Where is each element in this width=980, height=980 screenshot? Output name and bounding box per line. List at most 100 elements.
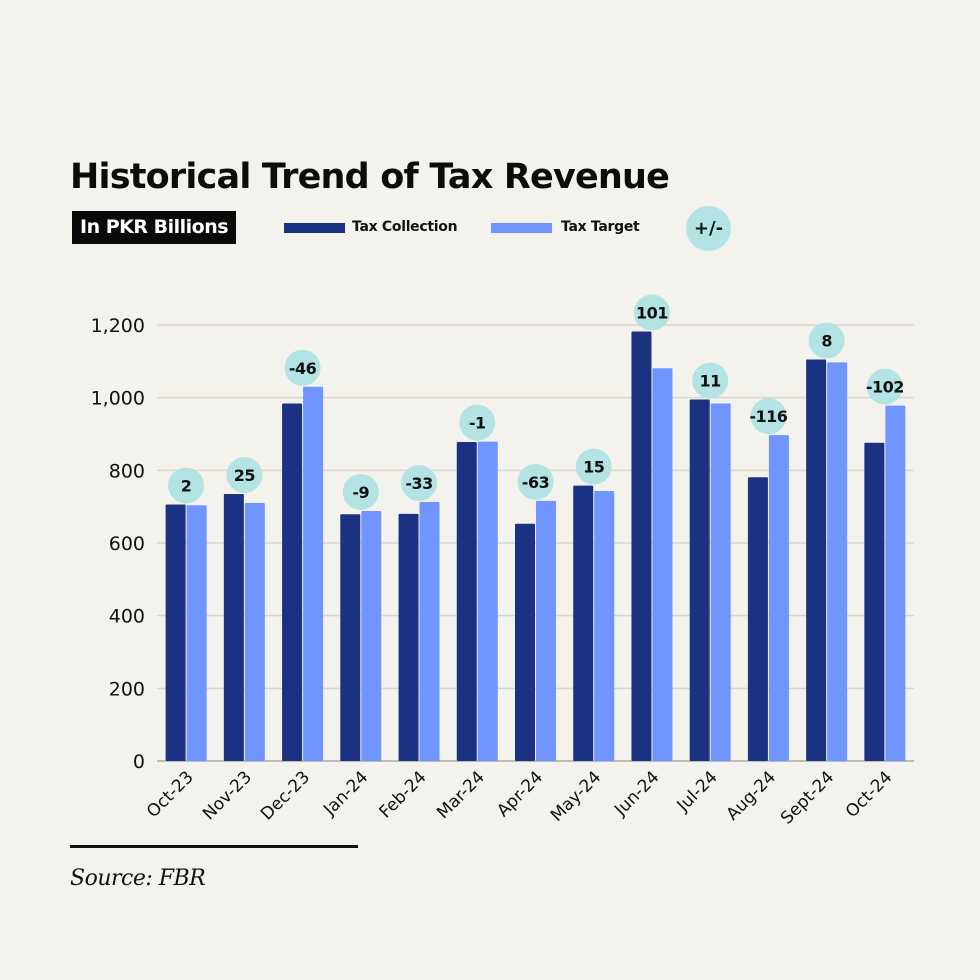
bar-tax-target xyxy=(303,386,324,761)
bar-tax-collection xyxy=(573,485,594,761)
x-tick-label: Oct-24 xyxy=(842,767,897,822)
bar-tax-collection xyxy=(165,504,186,761)
difference-badge: -102 xyxy=(866,368,904,405)
bar-tax-target xyxy=(361,511,382,761)
difference-badge: -63 xyxy=(517,463,554,500)
bar-tax-target xyxy=(594,491,615,761)
y-tick-label: 200 xyxy=(109,678,145,700)
bar-tax-target xyxy=(885,405,906,761)
y-axis-tick-labels: 0 200 400 600 800 1,000 1,200 xyxy=(91,315,145,773)
x-tick-label: Aug-24 xyxy=(723,767,780,824)
bar-tax-target xyxy=(827,362,848,761)
source-divider xyxy=(70,845,358,848)
y-tick-label: 1,200 xyxy=(91,315,145,337)
bar-tax-collection xyxy=(282,403,303,761)
x-tick-label: Sept-24 xyxy=(777,767,838,828)
difference-badge: -46 xyxy=(284,349,321,386)
difference-badge: -116 xyxy=(749,398,788,435)
bar-tax-target xyxy=(536,500,556,761)
unit-tag: In PKR Billions xyxy=(72,211,237,244)
x-axis-tick-labels: Oct-23 Nov-23 Dec-23 Jan-24 Feb-24 Mar-24 Apr-… xyxy=(143,767,896,828)
badge-label: 8 xyxy=(821,332,832,351)
bar-tax-target xyxy=(477,441,498,761)
badge-circle xyxy=(342,474,379,511)
badge-circle xyxy=(168,467,205,504)
source-note: Source: FBR xyxy=(70,866,206,891)
badge-circle xyxy=(401,464,438,501)
badge-label: 11 xyxy=(700,371,722,390)
bar-tax-collection xyxy=(689,399,710,761)
legend-swatch-tax-collection xyxy=(284,223,345,233)
badge-circle xyxy=(284,349,321,386)
legend-label-tax-collection: Tax Collection xyxy=(352,219,458,235)
x-tick-label: Jul-24 xyxy=(673,767,722,816)
difference-badge: 2 xyxy=(168,467,205,504)
bar-tax-target xyxy=(710,403,731,761)
badge-label: -1 xyxy=(469,414,486,433)
y-tick-label: 0 xyxy=(133,751,145,773)
badge-circle xyxy=(633,294,670,331)
y-tick-label: 400 xyxy=(109,606,145,628)
difference-badge: 25 xyxy=(226,456,263,493)
difference-badge: -9 xyxy=(342,474,379,511)
difference-badge: -1 xyxy=(459,404,496,441)
badge-circle xyxy=(866,368,903,405)
bar-tax-target xyxy=(768,435,789,761)
difference-badge: 11 xyxy=(692,362,729,399)
difference-badges: 2 25 -46 -9 -33 -1 -63 15 101 11 -116 8 -102 xyxy=(168,294,904,511)
badge-label: 25 xyxy=(234,466,256,485)
x-tick-label: Nov-23 xyxy=(199,767,256,824)
badge-circle xyxy=(692,362,729,399)
bar-tax-target xyxy=(419,501,440,761)
chart-title: Historical Trend of Tax Revenue xyxy=(70,157,670,197)
badge-circle xyxy=(750,398,787,435)
bar-tax-target xyxy=(186,505,207,761)
badge-label: 15 xyxy=(583,458,605,477)
badge-label: -33 xyxy=(405,474,432,493)
x-tick-label: Oct-23 xyxy=(143,767,198,822)
x-tick-label: Dec-23 xyxy=(257,767,314,824)
difference-badge: -33 xyxy=(401,464,438,501)
x-tick-label: Mar-24 xyxy=(433,767,489,823)
badge-label: -46 xyxy=(289,359,317,378)
badge-circle xyxy=(226,456,263,493)
bar-tax-collection xyxy=(223,493,244,761)
badge-label: -63 xyxy=(522,473,549,492)
badge-circle xyxy=(517,463,554,500)
badge-label: 101 xyxy=(636,304,668,323)
y-tick-label: 1,000 xyxy=(91,388,145,410)
legend-label-tax-target: Tax Target xyxy=(561,219,640,235)
difference-badge: 101 xyxy=(633,294,670,331)
y-tick-label: 800 xyxy=(109,460,145,482)
bar-tax-collection xyxy=(864,442,885,761)
badge-label: -116 xyxy=(749,407,787,426)
x-tick-label: Feb-24 xyxy=(376,767,431,822)
x-tick-label: Jun-24 xyxy=(610,767,663,820)
bars xyxy=(165,331,906,761)
bar-tax-collection xyxy=(747,477,768,761)
badge-label: -9 xyxy=(352,483,369,502)
gridlines xyxy=(157,324,914,762)
bar-tax-collection xyxy=(515,523,535,761)
bar-tax-collection xyxy=(806,359,827,761)
y-tick-label: 600 xyxy=(109,533,145,555)
legend-swatch-tax-target xyxy=(491,223,552,233)
bar-tax-collection xyxy=(340,514,361,761)
difference-badge: 8 xyxy=(808,322,845,359)
badge-label: -102 xyxy=(866,378,904,397)
x-tick-label: Apr-24 xyxy=(493,767,547,821)
badge-circle xyxy=(808,322,845,359)
badge-circle xyxy=(459,404,496,441)
badge-circle xyxy=(575,448,612,485)
bar-tax-collection xyxy=(398,513,419,761)
bar-tax-collection xyxy=(456,441,477,761)
x-tick-label: Jan-24 xyxy=(319,767,372,820)
badge-label: 2 xyxy=(181,476,192,495)
x-tick-label: May-24 xyxy=(547,767,605,825)
bar-tax-target xyxy=(652,368,673,761)
bar-tax-target xyxy=(244,503,265,761)
bar-tax-collection xyxy=(631,331,652,761)
legend-difference-badge: +/- xyxy=(686,206,731,251)
difference-badge: 15 xyxy=(575,448,612,485)
